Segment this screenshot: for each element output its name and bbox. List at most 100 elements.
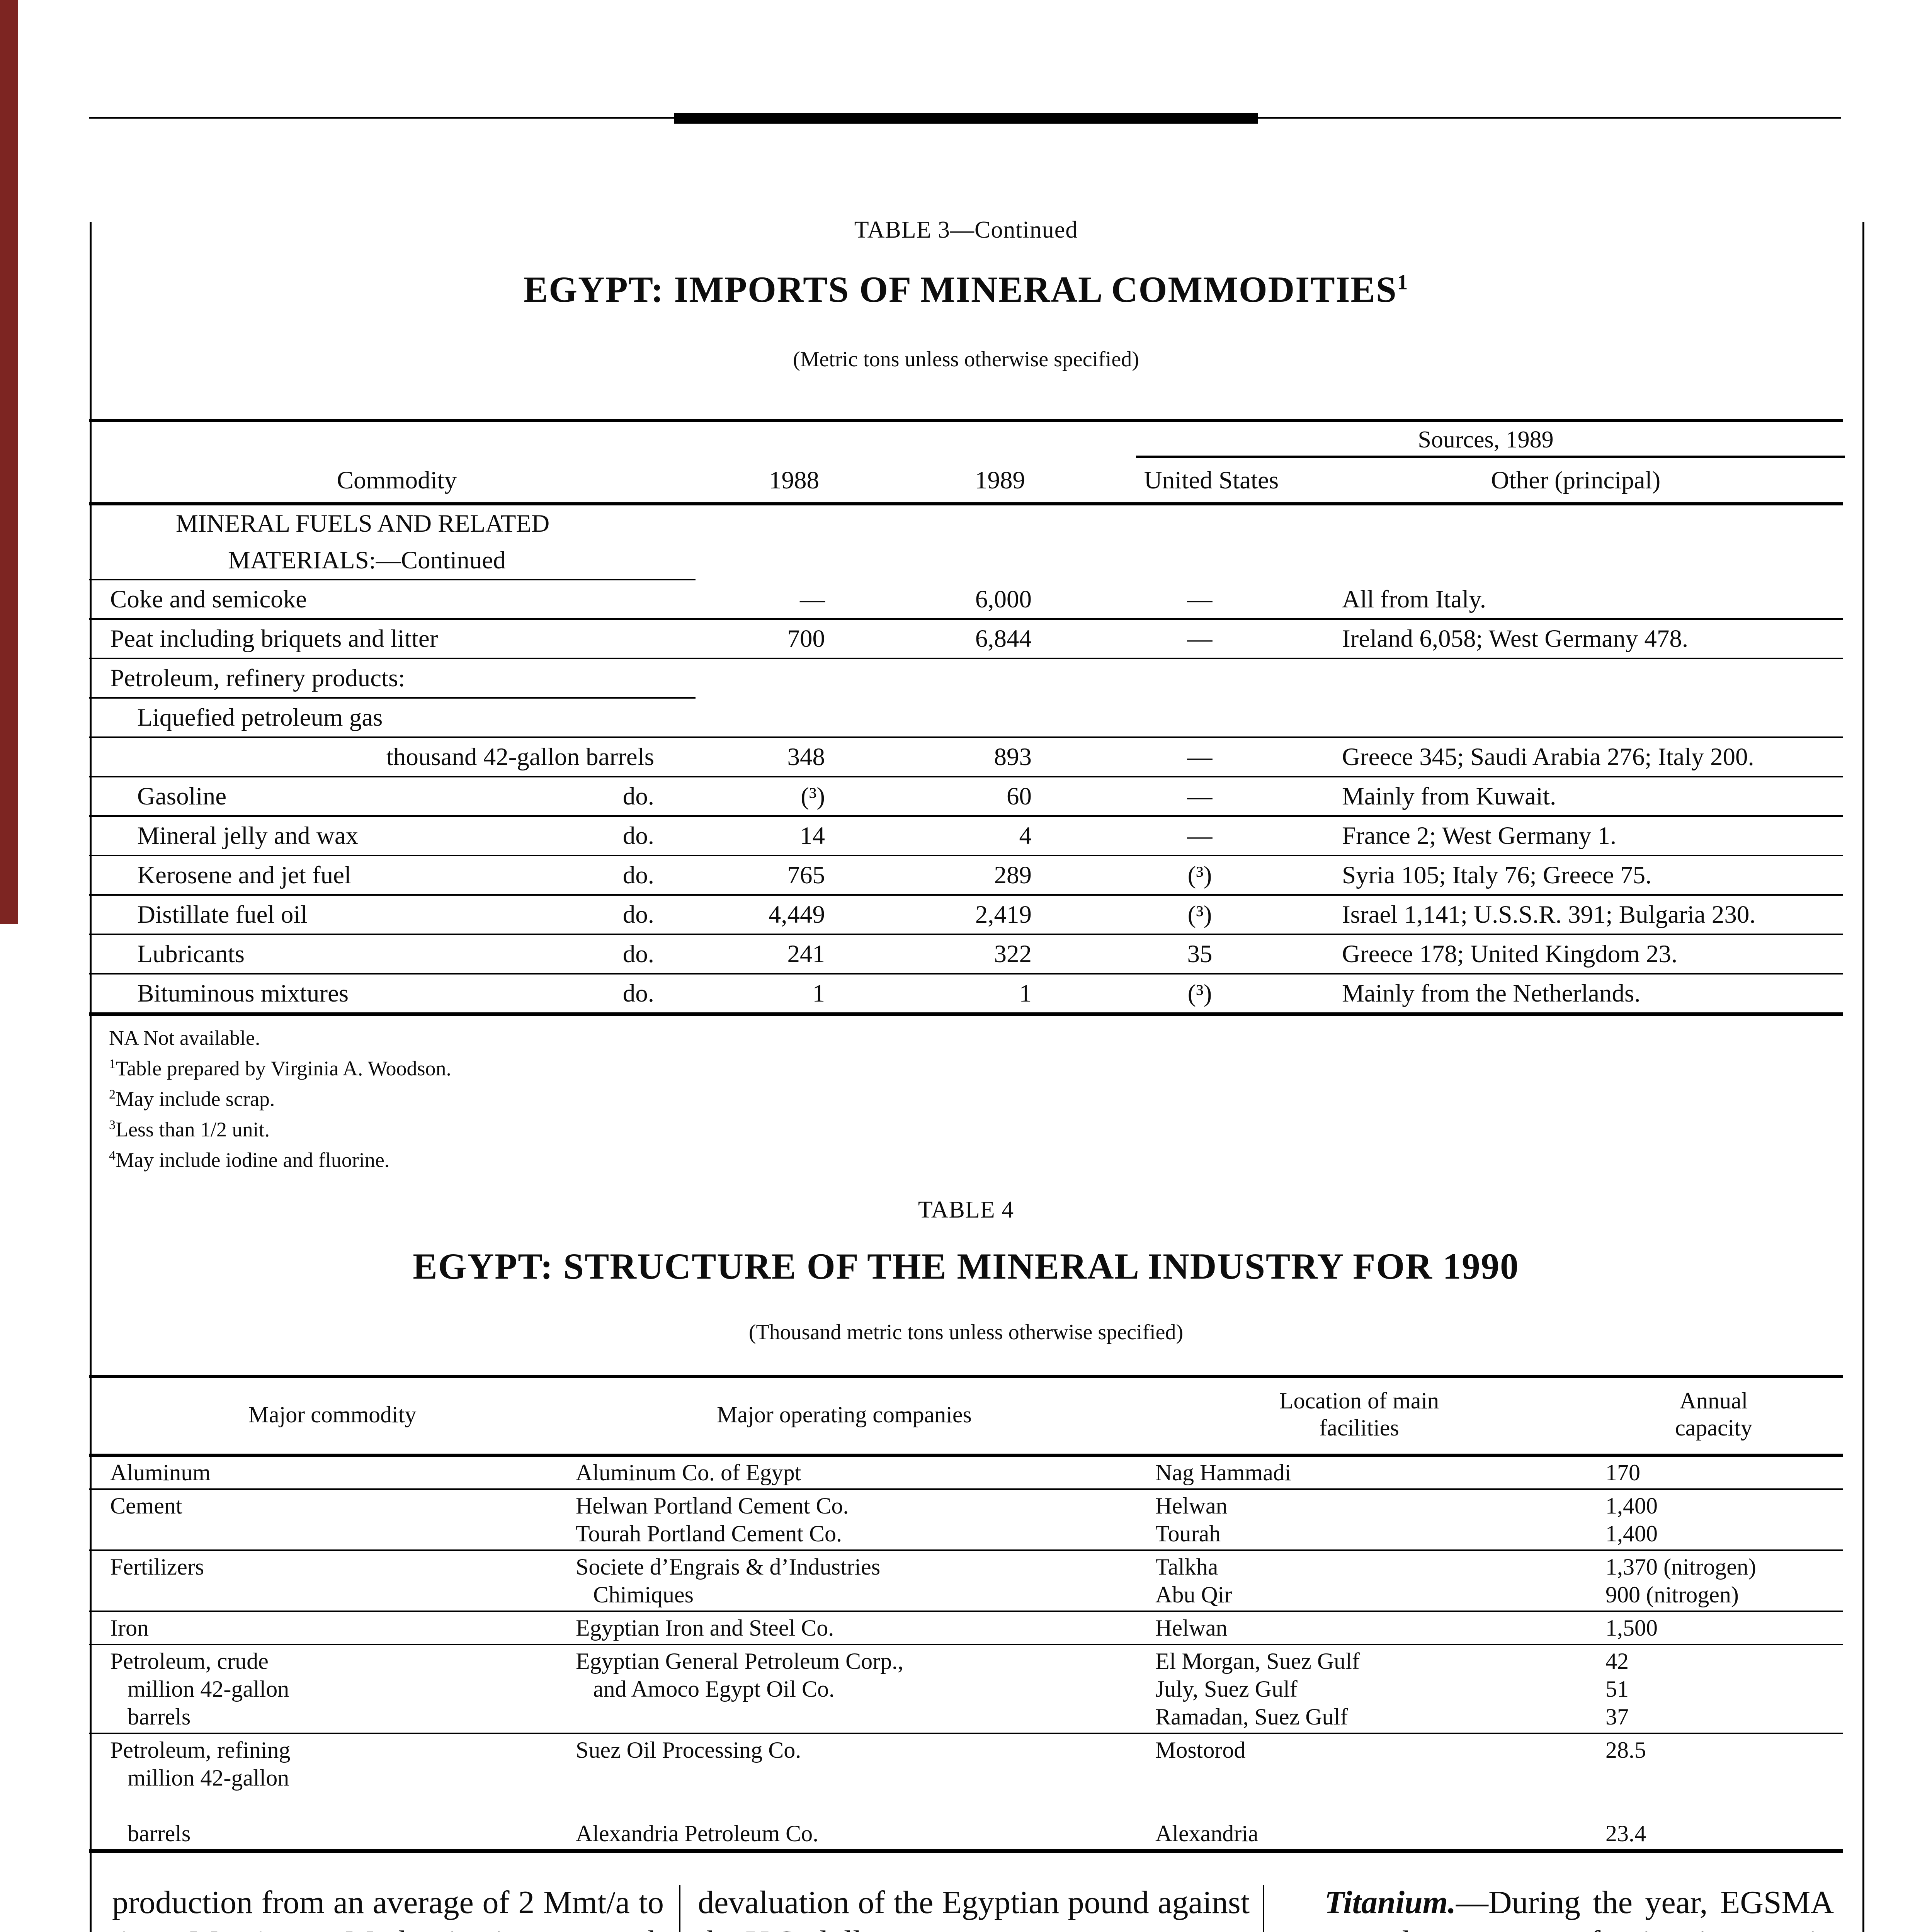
footnote: NA Not available. [109, 1026, 260, 1049]
footnote: 1Table prepared by Virginia A. Woodson. [109, 1057, 451, 1080]
table3-value-1989: 4 [1019, 822, 1032, 850]
table4-line [1155, 1792, 1584, 1820]
table3-row-rule [89, 579, 696, 580]
table3-value-other: Greece 345; Saudi Arabia 276; Italy 200. [1342, 743, 1754, 771]
table4-row: Iron Egyptian Iron and Steel Co. Helwan 1,5… [89, 1612, 1843, 1645]
table4-line: Mostorod [1155, 1737, 1246, 1763]
table3-title-text: EGYPT: IMPORTS OF MINERAL COMMODITIES [523, 269, 1397, 310]
table4-header-row: Major commodity Major operating companie… [89, 1378, 1843, 1454]
table3-value-us: — [1187, 782, 1213, 810]
table3-row: Petroleum, refinery products: [89, 659, 1843, 697]
table4-cell-capacity: 1,400 1,400 [1584, 1492, 1843, 1548]
table4-cell-commodity: Aluminum [89, 1459, 554, 1486]
table3-value-1988: (³) [801, 782, 825, 810]
body-column-3: Titanium.—During the year, EGSMA attempt… [1282, 1883, 1834, 1932]
table4-label: TABLE 4 [918, 1197, 1014, 1223]
table3-title-footnote-marker: 1 [1397, 270, 1409, 294]
table3-sources-rule [1136, 456, 1845, 458]
table3-commodity-label: Gasoline [137, 782, 227, 810]
table3-header-1989: 1989 [975, 466, 1025, 494]
table4-header-capacity-line1: Annual [1679, 1388, 1748, 1413]
table4-line: Petroleum, crude [110, 1648, 269, 1674]
table4-title: EGYPT: STRUCTURE OF THE MINERAL INDUSTRY… [413, 1246, 1519, 1287]
table3-section-line: MINERAL FUELS AND RELATED [176, 510, 550, 537]
table4-cell-companies: Societe d’Engrais & d’Industries Chimique… [554, 1553, 1134, 1609]
table3-value-1989: 6,000 [975, 585, 1032, 613]
table3-value-1989: 322 [994, 940, 1032, 968]
table4-line: Societe d’Engrais & d’Industries [576, 1554, 881, 1580]
table3-row: Distillate fuel oil do. 4,449 2,419 (³) Israe… [89, 896, 1843, 934]
table3-value-1989: 289 [994, 861, 1032, 889]
table3-value-us: — [1187, 743, 1213, 771]
table3-value-us: — [1187, 585, 1213, 613]
table3-row-rule [89, 815, 1843, 817]
table3-commodity-label: Peat including briquets and litter [110, 625, 438, 653]
table3-value-1989: 1 [1019, 980, 1032, 1007]
right-border-line [1862, 222, 1864, 1932]
table3-row: Gasoline do. (³) 60 — Mainly from Kuwait. [89, 777, 1843, 815]
table4-line: Aluminum Co. of Egypt [576, 1460, 801, 1485]
table3-row-rule [89, 973, 1843, 975]
table4-line: and Amoco Egypt Oil Co. [593, 1676, 835, 1702]
table4-row: Petroleum, crude million 42-gallon barrels… [89, 1645, 1843, 1734]
table4-line: Abu Qir [1155, 1582, 1232, 1607]
table3-value-other: Mainly from the Netherlands. [1342, 980, 1641, 1007]
table4-row: Petroleum, refining million 42-gallon bar… [89, 1734, 1843, 1853]
table4-top-rule [89, 1375, 1843, 1378]
table4-line: Suez Oil Processing Co. [576, 1737, 801, 1763]
table3-value-1988: 765 [787, 861, 825, 889]
table4-line: 900 (nitrogen) [1605, 1582, 1739, 1607]
table3-value-other: All from Italy. [1342, 585, 1486, 613]
table4-cell-commodity: Petroleum, crude million 42-gallon barrels [89, 1647, 554, 1731]
left-border-line [90, 222, 92, 1932]
table3-commodity-label: Distillate fuel oil [137, 901, 308, 929]
table4-header-location-line1: Location of main [1279, 1388, 1439, 1413]
column-divider-1 [679, 1885, 680, 1932]
table4-header-capacity-line2: capacity [1675, 1415, 1752, 1440]
table3-rows: MINERAL FUELS AND RELATED MATERIALS:—Cont… [89, 505, 1843, 1016]
table4-line: 37 [1605, 1704, 1629, 1730]
table4-header-operating-companies: Major operating companies [717, 1402, 972, 1427]
table3-header-united-states: United States [1144, 466, 1279, 494]
footnote-marker: 2 [109, 1087, 116, 1102]
table4-line: 1,500 [1605, 1615, 1658, 1641]
table4-cell-companies: Helwan Portland Cement Co. Tourah Portlan… [554, 1492, 1134, 1548]
body-column-1: production from an average of 2 Mmt/a to… [112, 1883, 664, 1932]
table4-line [1605, 1764, 1843, 1792]
table3-label: TABLE 3—Continued [854, 217, 1078, 243]
table3-value-1988: 1 [812, 980, 825, 1007]
table3-value-us: (³) [1187, 861, 1212, 889]
table3-row: Liquefied petroleum gas [89, 699, 1843, 736]
body-paragraph-lead: Titanium. [1325, 1884, 1456, 1920]
table3-row: Mineral jelly and wax do. 14 4 — France 2; We… [89, 817, 1843, 855]
table4-cell-capacity: 28.5 23.4 [1584, 1736, 1843, 1847]
table3-commodity-label: Kerosene and jet fuel [137, 861, 352, 889]
table4-cell-commodity: Cement [89, 1492, 554, 1548]
table4-row: Aluminum Aluminum Co. of Egypt Nag Hammadi… [89, 1457, 1843, 1490]
body-paragraph: production from an average of 2 Mmt/a to… [112, 1884, 664, 1932]
table3-row-rule [89, 894, 1843, 896]
table3-value-other: Mainly from Kuwait. [1342, 782, 1556, 810]
table3-row-rule [89, 776, 1843, 777]
table3-row: Kerosene and jet fuel do. 765 289 (³) Syria 1… [89, 856, 1843, 894]
table4-line: Alexandria [1155, 1821, 1259, 1846]
table4-line: Ramadan, Suez Gulf [1155, 1704, 1348, 1730]
table4-cell-capacity: 42 51 37 [1584, 1647, 1843, 1731]
table4-cell-companies: Egyptian General Petroleum Corp., and Amo… [554, 1647, 1134, 1731]
table3-value-1989: 6,844 [975, 625, 1032, 653]
table4-line: Talkha [1155, 1554, 1218, 1580]
table3-commodity-label: Liquefied petroleum gas [137, 704, 383, 731]
table3-value-other: France 2; West Germany 1. [1342, 822, 1617, 850]
table3-value-1988: 4,449 [768, 901, 825, 929]
table4-line: Iron [110, 1615, 149, 1641]
table4-cell-locations: Helwan Tourah [1134, 1492, 1584, 1548]
table4-line: Tourah [1155, 1521, 1221, 1546]
table4: Major commodity Major operating companie… [89, 1375, 1843, 1853]
table3-commodity-label: Coke and semicoke [110, 585, 307, 613]
table3-subtitle: (Metric tons unless otherwise specified) [793, 347, 1139, 371]
table4-cell-companies: Aluminum Co. of Egypt [554, 1459, 1134, 1486]
table3-commodity-label: Petroleum, refinery products: [110, 664, 405, 692]
table3-row: Lubricants do. 241 322 35 Greece 178; United … [89, 935, 1843, 973]
footnote: 4May include iodine and fluorine. [109, 1148, 390, 1172]
